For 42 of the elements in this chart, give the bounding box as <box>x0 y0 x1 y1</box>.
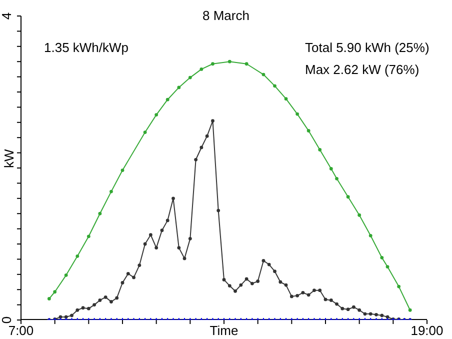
point <box>188 76 192 80</box>
point <box>211 62 214 66</box>
point <box>273 84 276 88</box>
point <box>346 195 350 199</box>
point <box>262 72 266 76</box>
point <box>200 68 204 71</box>
point <box>380 256 384 260</box>
point <box>143 130 147 134</box>
x-axis-title: Time <box>210 323 238 338</box>
point <box>120 168 124 172</box>
point <box>386 265 390 268</box>
x-tick-label: 7:00 <box>8 323 34 338</box>
point <box>177 86 181 90</box>
point <box>318 148 322 152</box>
annotation: Max 2.62 kW (76%) <box>305 62 420 77</box>
point <box>64 273 68 277</box>
point <box>47 297 51 300</box>
x-tick-label: 19:00 <box>410 323 444 338</box>
point <box>284 97 288 101</box>
point <box>228 60 232 64</box>
point <box>368 234 372 238</box>
point <box>98 212 102 216</box>
point <box>110 190 113 194</box>
annotation: 1.35 kWh/kWp <box>44 40 129 55</box>
point <box>296 112 300 116</box>
point <box>397 284 401 288</box>
y-tick-label: 0 <box>0 316 14 324</box>
chart-title: 8 March <box>202 8 250 23</box>
point <box>154 113 158 116</box>
point <box>53 290 57 294</box>
point <box>166 98 170 102</box>
point <box>358 213 362 217</box>
point <box>244 62 248 66</box>
y-tick-label: 4 <box>0 12 14 20</box>
point <box>306 129 310 132</box>
point <box>76 254 80 258</box>
point <box>408 308 412 312</box>
point <box>86 234 90 238</box>
y-axis-title: kW <box>2 148 17 168</box>
annotation: Total 5.90 kWh (25%) <box>305 40 430 55</box>
point <box>329 167 333 170</box>
point <box>335 176 338 180</box>
